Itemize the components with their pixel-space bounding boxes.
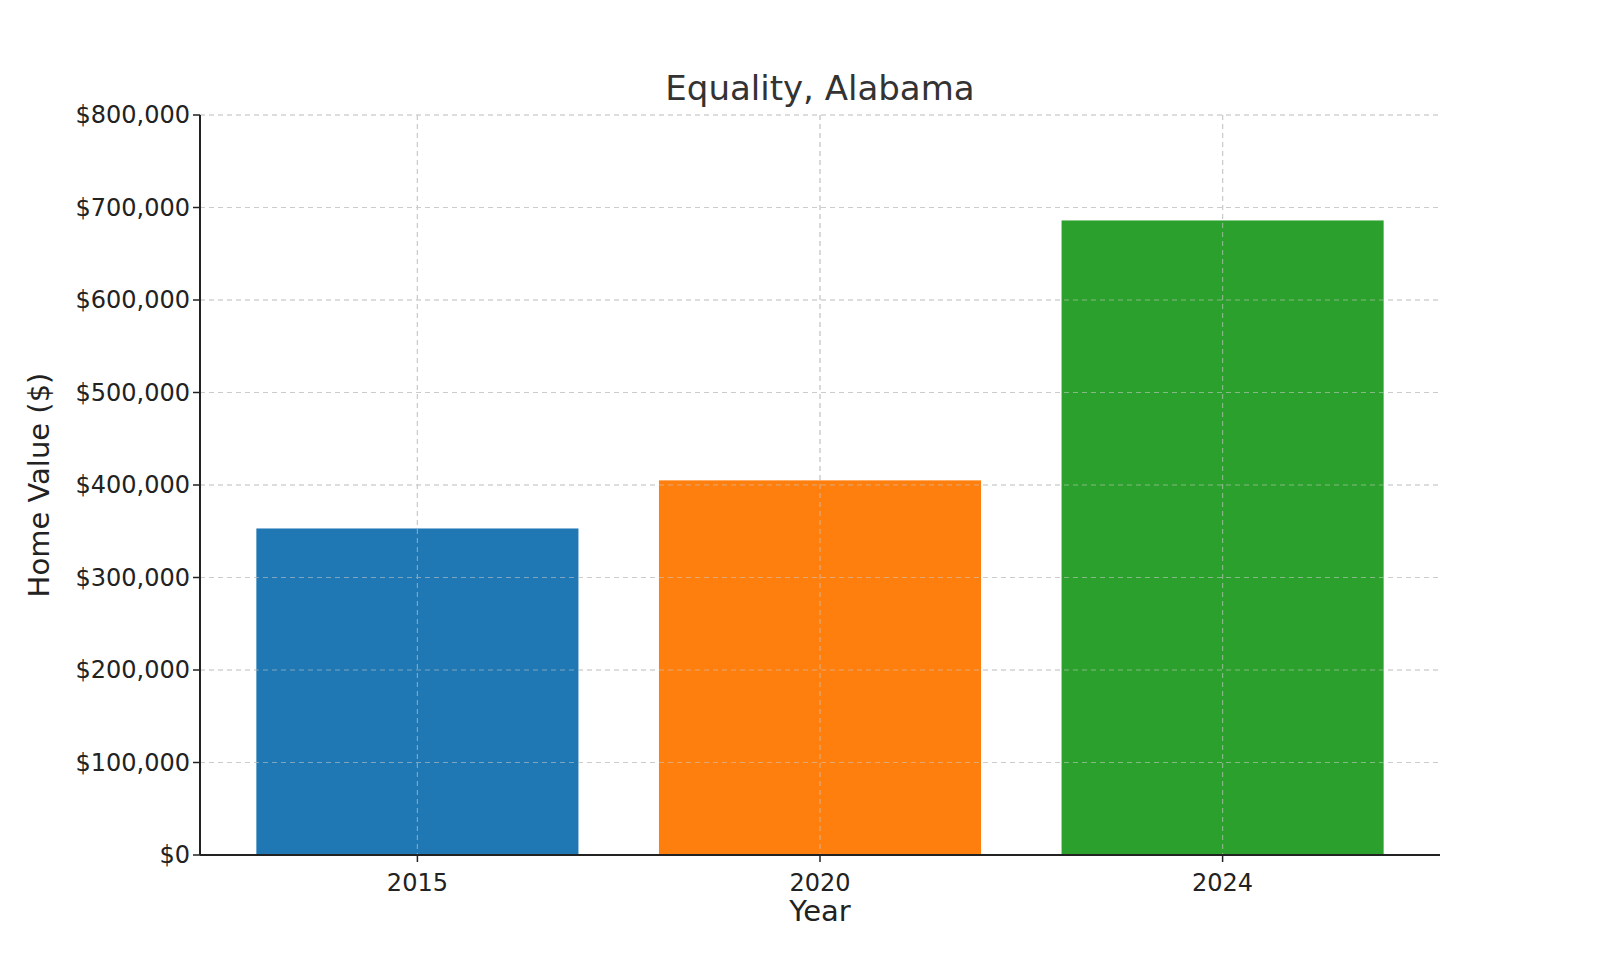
y-tick: [193, 392, 200, 394]
y-tick-label: $800,000: [75, 101, 190, 129]
grid-line: [200, 392, 1440, 393]
grid-line: [200, 762, 1440, 763]
y-tick: [193, 484, 200, 486]
y-tick: [193, 114, 200, 116]
grid-line: [200, 392, 1440, 393]
grid-line-x: [417, 115, 418, 855]
grid-overlay: [200, 115, 1440, 855]
y-tick: [193, 854, 200, 856]
title: Equality, Alabama: [665, 68, 974, 108]
y-axis-label: Home Value ($): [22, 373, 56, 598]
x-tick: [1222, 855, 1224, 862]
y-tick-label: $100,000: [75, 749, 190, 777]
grid-line-x: [1222, 115, 1223, 855]
y-tick-label: $200,000: [75, 656, 190, 684]
x-axis-label: Year: [788, 894, 850, 928]
grid: [200, 115, 1440, 855]
y-tick: [193, 762, 200, 764]
grid-line: [200, 669, 1440, 670]
x-tick-label: 2015: [387, 869, 448, 897]
y-tick-label: $500,000: [75, 379, 190, 407]
chart: Equality, Alabama $0 $100,000 $200,000 $300,…: [0, 0, 1600, 960]
y-tick-label: $600,000: [75, 286, 190, 314]
x-tick-label: 2020: [789, 869, 850, 897]
y-tick: [193, 299, 200, 301]
grid-line-x: [819, 115, 820, 855]
y-tick: [193, 577, 200, 579]
y-tick-label: $400,000: [75, 471, 190, 499]
y-tick: [193, 207, 200, 209]
y-tick-label: $300,000: [75, 564, 190, 592]
x-tick-label: 2024: [1192, 869, 1253, 897]
x-tick: [819, 855, 821, 862]
y-tick-label: $700,000: [75, 194, 190, 222]
x-tick: [417, 855, 419, 862]
y-tick-label: $0: [159, 841, 190, 869]
y-tick: [193, 669, 200, 671]
